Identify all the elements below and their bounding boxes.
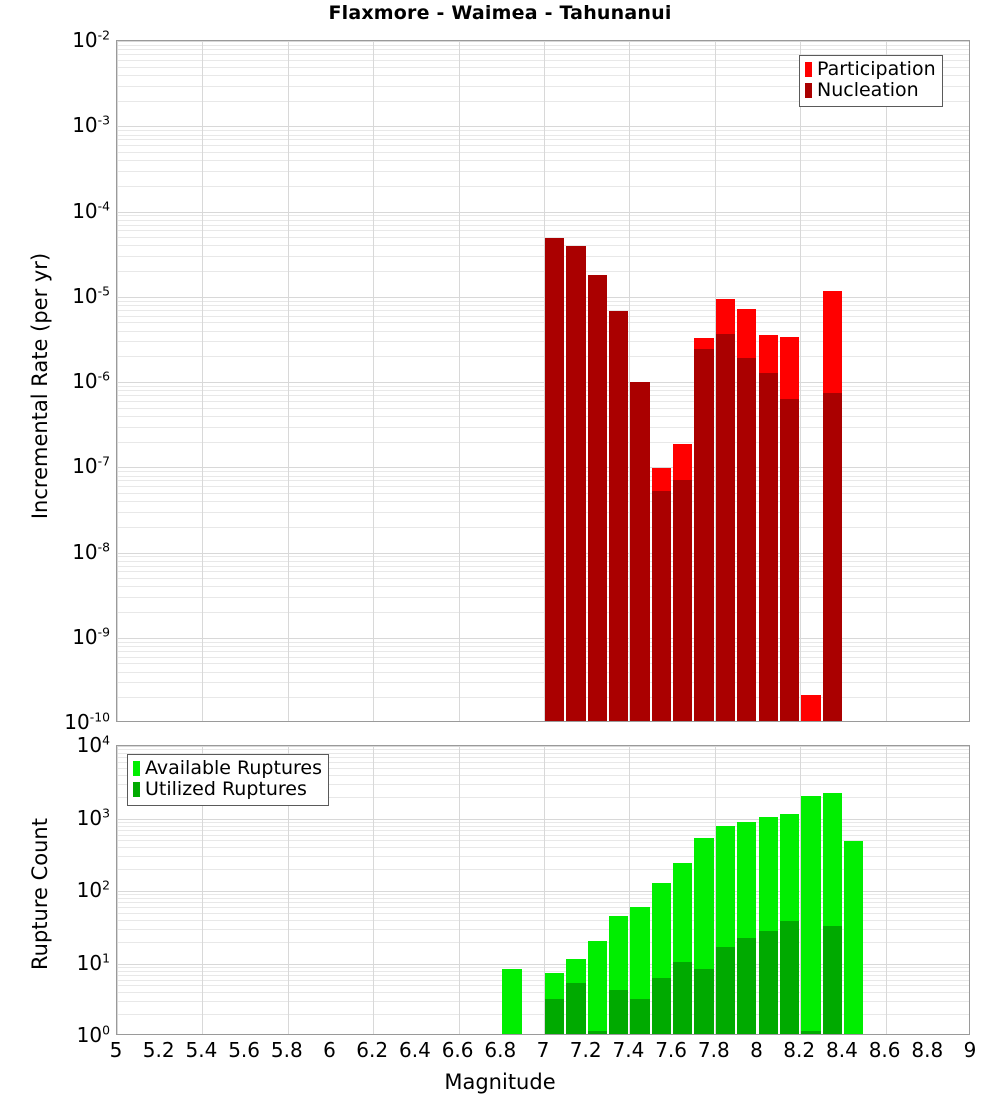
x-axis-tick-label: 6.8 xyxy=(484,1038,517,1062)
y-axis-tick-label: 102 xyxy=(76,877,110,902)
x-axis-tick-label: 9 xyxy=(963,1038,977,1062)
bar-available-ruptures xyxy=(587,941,608,1034)
bar-nucleation xyxy=(630,381,650,721)
y-axis-tick-label: 10-7 xyxy=(72,453,110,479)
page-title: Flaxmore - Waimea - Tahunanui xyxy=(328,2,672,24)
bar-nucleation xyxy=(545,238,565,721)
bar-nucleation xyxy=(737,358,757,721)
bar-utilized-ruptures xyxy=(566,983,586,1034)
bar-utilized-ruptures xyxy=(715,946,736,1034)
x-axis-tick-label: 5.2 xyxy=(142,1038,175,1062)
legend-entry: Available Ruptures xyxy=(133,757,322,779)
x-axis-tick-label: 7.4 xyxy=(612,1038,645,1062)
bar-utilized-ruptures xyxy=(737,938,757,1034)
x-axis-tick-label: 7.6 xyxy=(655,1038,687,1062)
y-axis-tick-label: 10-8 xyxy=(72,538,110,564)
bar-nucleation xyxy=(822,393,842,721)
bar-nucleation xyxy=(673,480,693,721)
legend-swatch-icon xyxy=(805,62,812,78)
legend-swatch-icon xyxy=(805,83,812,99)
x-axis-tick-label: 8.2 xyxy=(783,1038,816,1062)
bar-utilized-ruptures xyxy=(587,1031,608,1034)
legend-entry-label: Utilized Ruptures xyxy=(145,778,307,801)
bar-nucleation xyxy=(758,373,778,721)
bar-nucleation xyxy=(715,333,736,721)
top-legend: Participation Nucleation xyxy=(799,55,943,107)
legend-entry: Nucleation xyxy=(805,79,936,102)
x-axis-tick-label: 5 xyxy=(109,1038,123,1062)
bar-utilized-ruptures xyxy=(630,999,650,1034)
y-axis-tick-label: 10-6 xyxy=(72,368,110,393)
bar-utilized-ruptures xyxy=(609,990,629,1034)
x-axis-tick-label: 5.4 xyxy=(185,1038,218,1062)
x-axis-tick-label: 6 xyxy=(323,1038,336,1062)
bar-utilized-ruptures xyxy=(651,977,672,1034)
bar-utilized-ruptures xyxy=(673,961,693,1034)
y-axis-tick-label: 103 xyxy=(76,804,110,830)
x-axis-tick-label: 6.4 xyxy=(398,1038,431,1062)
x-axis-tick-label: 7 xyxy=(536,1038,550,1062)
y-axis-tick-label: 100 xyxy=(76,1022,110,1047)
bar-nucleation xyxy=(587,275,608,721)
legend-entry-label: Available Ruptures xyxy=(145,757,322,779)
legend-entry-label: Participation xyxy=(817,58,936,80)
y-axis-tick-label: 10-9 xyxy=(72,624,110,649)
legend-entry-label: Nucleation xyxy=(817,79,919,102)
y-axis-tick-label: 101 xyxy=(76,949,110,975)
legend-swatch-icon xyxy=(133,761,140,777)
y-axis-tick-label: 10-2 xyxy=(72,27,110,52)
bar-nucleation xyxy=(694,349,714,721)
x-axis-tick-label: 8.8 xyxy=(911,1038,944,1062)
bar-utilized-ruptures xyxy=(801,1031,821,1034)
bar-nucleation xyxy=(609,310,629,721)
top-y-axis-title: Incremental Rate (per yr) xyxy=(28,252,52,520)
bar-utilized-ruptures xyxy=(545,999,565,1034)
legend-entry: Participation xyxy=(805,58,936,80)
y-axis-tick-label: 10-3 xyxy=(72,112,110,138)
x-axis-tick-label: 6.6 xyxy=(441,1038,474,1062)
x-axis-tick-label: 5.6 xyxy=(228,1038,260,1062)
bar-participation xyxy=(801,695,821,721)
bar-nucleation xyxy=(779,398,800,721)
y-axis-tick-label: 104 xyxy=(76,732,110,757)
incremental-rate-plot xyxy=(116,40,970,722)
bar-utilized-ruptures xyxy=(779,921,800,1034)
bottom-legend: Available Ruptures Utilized Ruptures xyxy=(127,754,329,806)
x-axis-tick-label: 7.8 xyxy=(697,1038,730,1062)
bar-nucleation xyxy=(651,490,672,721)
bar-available-ruptures xyxy=(801,796,821,1034)
x-axis-tick-label: 5.8 xyxy=(270,1038,303,1062)
x-axis-tick-label: 8 xyxy=(750,1038,763,1062)
x-axis-tick-label: 8.6 xyxy=(868,1038,901,1062)
bar-available-ruptures xyxy=(502,968,522,1034)
y-axis-tick-label: 10-5 xyxy=(72,283,110,308)
bar-utilized-ruptures xyxy=(758,931,778,1034)
top-bar-layer xyxy=(117,41,969,721)
bar-utilized-ruptures xyxy=(822,925,842,1034)
legend-swatch-icon xyxy=(133,782,140,798)
bar-available-ruptures xyxy=(843,840,864,1034)
x-axis-tick-label: 6.2 xyxy=(356,1038,389,1062)
bottom-y-axis-title: Rupture Count xyxy=(28,818,52,970)
x-axis-tick-label: 7.2 xyxy=(569,1038,602,1062)
bar-nucleation xyxy=(566,246,586,721)
bottom-bar-layer xyxy=(117,746,969,1034)
x-axis-tick-label: 8.4 xyxy=(825,1038,858,1062)
legend-entry: Utilized Ruptures xyxy=(133,778,322,801)
x-axis-title: Magnitude xyxy=(444,1070,556,1094)
bar-utilized-ruptures xyxy=(694,968,714,1034)
y-axis-tick-label: 10-4 xyxy=(72,197,110,223)
y-axis-tick-label: 10-10 xyxy=(64,709,110,734)
